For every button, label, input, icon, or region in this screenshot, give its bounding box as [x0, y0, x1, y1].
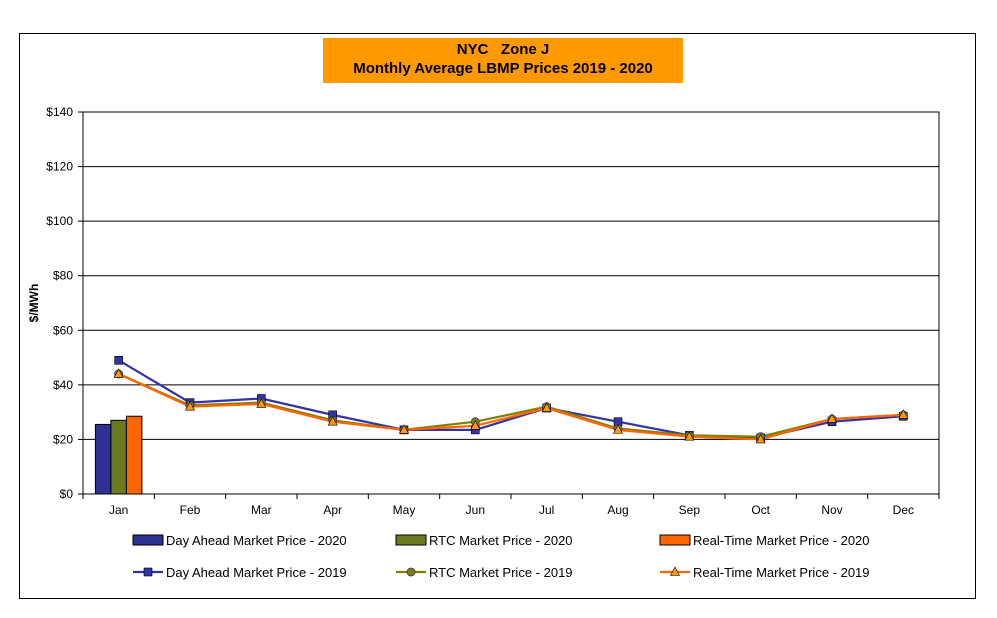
y-axis-label: $/MWh — [27, 284, 41, 323]
line-marker — [327, 416, 338, 426]
plot-area — [82, 111, 940, 495]
x-tick-label: Aug — [607, 503, 628, 517]
x-tick-label: Feb — [180, 503, 201, 517]
series-line — [118, 372, 904, 438]
line-marker — [827, 413, 837, 423]
y-tick-label: $20 — [53, 432, 73, 446]
line-marker — [399, 424, 409, 434]
chart-frame — [19, 33, 976, 599]
x-tick-label: Jun — [466, 503, 485, 517]
legend-label: Real-Time Market Price - 2019 — [693, 565, 870, 580]
x-tick-label: Apr — [323, 503, 342, 517]
x-tick-label: Dec — [893, 503, 914, 517]
y-tick-label: $100 — [46, 214, 73, 228]
chart-title: NYC Zone J — [456, 41, 550, 58]
line-marker — [898, 409, 909, 419]
x-tick-label: Nov — [821, 503, 842, 517]
legend-label: RTC Market Price - 2020 — [429, 533, 573, 548]
y-tick-label: $140 — [46, 105, 73, 119]
line-marker — [185, 401, 195, 411]
line-marker — [143, 567, 153, 577]
legend-layer: Day Ahead Market Price - 2020 RTC Market … — [132, 533, 870, 580]
bar — [94, 423, 112, 495]
bar-layer — [94, 415, 143, 495]
legend-label: Real-Time Market Price - 2020 — [693, 533, 870, 548]
legend-swatch — [132, 534, 164, 546]
grid-layer — [82, 111, 940, 495]
legend-swatch — [659, 534, 691, 546]
series-line — [118, 359, 904, 440]
legend-swatch — [395, 534, 427, 546]
y-tick-label: $40 — [53, 378, 73, 392]
line-marker — [256, 398, 267, 408]
y-tick-label: $60 — [53, 323, 73, 337]
legend-label: RTC Market Price - 2019 — [429, 565, 573, 580]
line-marker — [613, 424, 623, 434]
y-tick-label: $120 — [46, 160, 73, 174]
x-tick-label: May — [393, 503, 416, 517]
axis-layer: $0 $20 $40 $60 $80 $100 $120 $140 Jan Feb Mar Apr Ma… — [46, 105, 940, 517]
line-marker — [541, 402, 552, 412]
chart-title-box: NYC Zone J Monthly Average LBMP Prices 2… — [323, 38, 683, 83]
bar — [110, 419, 127, 495]
x-tick-label: Oct — [751, 503, 770, 517]
line-marker — [113, 368, 124, 378]
x-tick-label: Jan — [109, 503, 128, 517]
x-tick-label: Jul — [539, 503, 554, 517]
line-layer — [113, 355, 909, 444]
x-tick-label: Sep — [679, 503, 701, 517]
series-line — [118, 372, 904, 441]
line-marker — [684, 431, 695, 441]
y-tick-label: $0 — [60, 487, 74, 501]
y-tick-label: $80 — [53, 269, 73, 283]
x-tick-label: Mar — [251, 503, 272, 517]
legend-label: Day Ahead Market Price - 2020 — [166, 533, 347, 548]
legend-label: Day Ahead Market Price - 2019 — [166, 565, 347, 580]
line-marker — [406, 567, 416, 577]
line-marker — [670, 566, 680, 576]
bar — [125, 415, 143, 495]
line-marker — [114, 355, 123, 365]
chart-subtitle: Monthly Average LBMP Prices 2019 - 2020 — [353, 60, 653, 77]
line-marker — [755, 433, 766, 444]
line-marker — [470, 420, 481, 430]
